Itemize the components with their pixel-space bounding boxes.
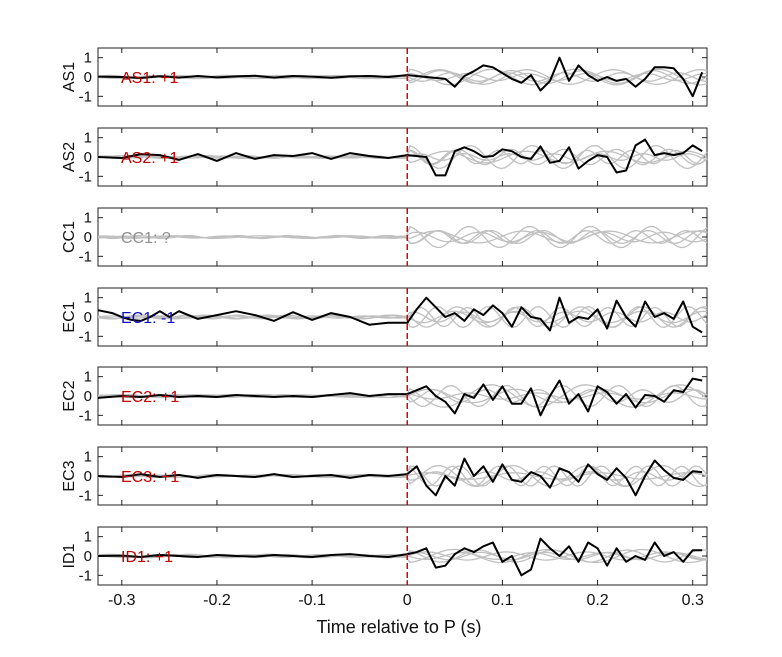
polarity-annotation: EC3: +1: [121, 469, 179, 486]
y-axis-label: EC2: [61, 380, 78, 411]
x-tick-label: -0.2: [203, 592, 231, 609]
polarity-annotation: CC1: ?: [121, 230, 171, 247]
y-tick-label: 0: [84, 388, 92, 405]
x-tick-label: 0.1: [491, 592, 513, 609]
polarity-annotation: EC1: -1: [121, 310, 175, 327]
y-tick-label: 0: [84, 69, 92, 86]
x-tick-label: -0.3: [108, 592, 136, 609]
main-trace: [97, 537, 703, 577]
y-tick-label: 1: [84, 290, 92, 307]
y-tick-label: 0: [84, 468, 92, 485]
x-tick-label: 0.3: [682, 592, 704, 609]
polarity-annotation: AS1: +1: [121, 70, 178, 87]
main-trace: [97, 138, 703, 177]
y-axis-label: EC1: [61, 301, 78, 332]
background-traces: [97, 305, 708, 329]
y-tick-label: 1: [84, 369, 92, 386]
y-tick-label: 1: [84, 50, 92, 67]
y-tick-label: -1: [79, 487, 92, 504]
y-axis-label: ID1: [61, 543, 78, 568]
y-axis-label: AS2: [61, 142, 78, 172]
y-tick-label: 1: [84, 210, 92, 227]
background-trace: [97, 464, 708, 488]
y-tick-label: -1: [79, 88, 92, 105]
polarity-annotation: AS2: +1: [121, 150, 178, 167]
y-tick-label: 0: [84, 149, 92, 166]
main-trace: [97, 56, 704, 98]
x-tick-label: -0.1: [298, 592, 326, 609]
x-axis: -0.3 -0.2 -0.1 0 0.1 0.2 0.3: [108, 592, 704, 609]
y-tick-label: 1: [84, 449, 92, 466]
polarity-annotation: ID1: +1: [121, 549, 173, 566]
y-tick-label: 0: [84, 548, 92, 565]
main-trace: [97, 457, 703, 497]
x-tick-label: 0.2: [586, 592, 608, 609]
y-axis-label: CC1: [61, 221, 78, 253]
background-trace: [97, 551, 707, 561]
background-trace: [98, 229, 708, 245]
main-trace: [97, 377, 703, 417]
x-tick-label: 0: [403, 592, 412, 609]
y-tick-label: 1: [84, 529, 92, 546]
background-trace: [97, 305, 708, 329]
y-tick-label: -1: [79, 328, 92, 345]
main-trace: [97, 296, 703, 334]
y-tick-label: 0: [84, 229, 92, 246]
y-tick-label: -1: [79, 567, 92, 584]
polarity-annotation: EC2: +1: [121, 389, 179, 406]
y-tick-label: -1: [79, 168, 92, 185]
y-axis-label: EC3: [61, 460, 78, 491]
y-axis-label: AS1: [61, 62, 78, 92]
y-tick-label: 0: [84, 309, 92, 326]
y-tick-label: -1: [79, 248, 92, 265]
y-tick-label: -1: [79, 407, 92, 424]
x-axis-label: Time relative to P (s): [316, 617, 481, 637]
background-traces: [97, 225, 708, 249]
y-tick-label: 1: [84, 130, 92, 147]
